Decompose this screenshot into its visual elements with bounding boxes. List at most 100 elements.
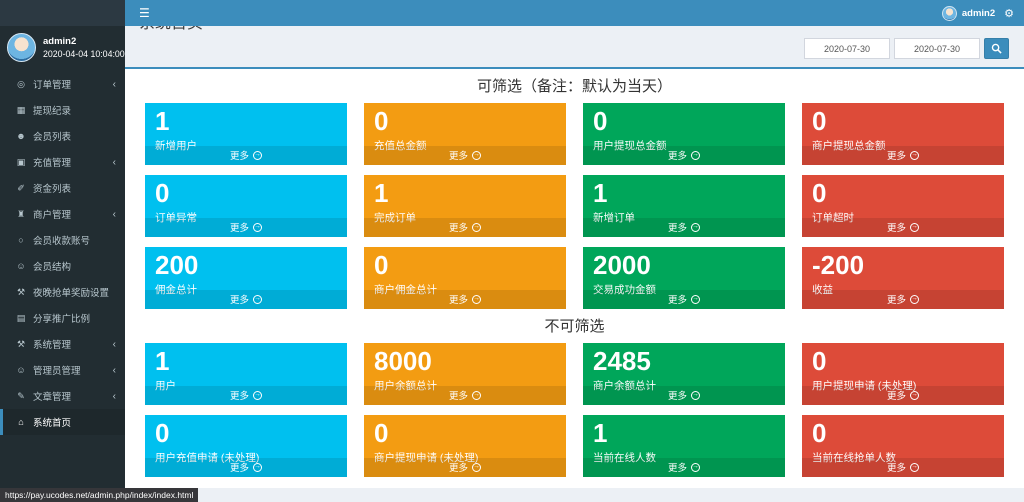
sidebar-item-label: 资金列表 xyxy=(33,184,72,195)
stat-value: -200 xyxy=(812,250,865,280)
more-link[interactable]: 更多 → xyxy=(583,146,785,165)
chevron-left-icon: ‹ xyxy=(112,78,116,90)
arrow-circle-right-icon: → xyxy=(691,150,700,160)
more-link[interactable]: 更多 → xyxy=(364,386,566,405)
stat-label: 订单超时 xyxy=(812,211,854,224)
more-link[interactable]: 更多 → xyxy=(583,218,785,237)
sidebar-item-label: 会员列表 xyxy=(33,132,72,143)
date-to-input[interactable] xyxy=(894,38,980,59)
user-panel: admin2 2020-04-04 10:04:00 xyxy=(0,26,125,71)
more-link[interactable]: 更多 → xyxy=(583,290,785,309)
arrow-circle-right-icon: → xyxy=(253,150,262,160)
more-link[interactable]: 更多 → xyxy=(145,218,347,237)
more-link[interactable]: 更多 → xyxy=(802,386,1004,405)
sidebar-menu: ◎ 订单管理 ‹ ▦ 提现纪录 ☻ 会员列表 ▣ 充值管理 ‹ ✐ 资金列表 ♜… xyxy=(0,71,125,435)
more-link[interactable]: 更多 → xyxy=(802,290,1004,309)
sidebar-item-label: 会员收款账号 xyxy=(33,236,91,247)
stat-label: 用户 xyxy=(155,379,176,392)
user-name: admin2 xyxy=(43,36,77,47)
stat-value: 0 xyxy=(155,178,170,208)
more-link[interactable]: 更多 → xyxy=(802,146,1004,165)
more-link[interactable]: 更多 → xyxy=(364,146,566,165)
sidebar-item-label: 分享推广比例 xyxy=(33,314,91,325)
stat-tile: -200 收益 更多 → xyxy=(802,247,1004,309)
date-from-input[interactable] xyxy=(804,38,890,59)
sidebar-item[interactable]: ☺ 管理员管理 ‹ xyxy=(0,357,125,383)
stat-tile: 2000 交易成功金额 更多 → xyxy=(583,247,785,309)
gears-icon[interactable]: ⚙ xyxy=(1004,7,1014,20)
sidebar-item-label: 会员结构 xyxy=(33,262,72,273)
more-link[interactable]: 更多 → xyxy=(145,290,347,309)
stat-value: 0 xyxy=(374,418,389,448)
stat-label: 当前在线抢单人数 xyxy=(812,451,896,464)
more-link[interactable]: 更多 → xyxy=(364,218,566,237)
sidebar-item-label: 订单管理 xyxy=(33,80,72,91)
sidebar-item[interactable]: ▦ 提现纪录 xyxy=(0,97,125,123)
dot-circle-icon: ◎ xyxy=(17,78,25,89)
sidebar-item-label: 商户管理 xyxy=(33,210,72,221)
sidebar-item[interactable]: ♜ 商户管理 ‹ xyxy=(0,201,125,227)
stat-value: 1 xyxy=(374,178,389,208)
arrow-circle-right-icon: → xyxy=(691,294,700,304)
hamburger-menu-icon[interactable]: ☰ xyxy=(139,6,150,20)
stat-value: 0 xyxy=(812,418,827,448)
sidebar-item[interactable]: ◎ 订单管理 ‹ xyxy=(0,71,125,97)
stat-label: 用户提现总金额 xyxy=(593,139,667,152)
stat-tile: 0 用户充值申请 (未处理) 更多 → xyxy=(145,415,347,477)
stat-value: 200 xyxy=(155,250,199,280)
sidebar-item[interactable]: ⚒ 系统管理 ‹ xyxy=(0,331,125,357)
sidebar-item-label: 系统管理 xyxy=(33,340,72,351)
arrow-circle-right-icon: → xyxy=(253,462,262,472)
sidebar-item[interactable]: ▣ 充值管理 ‹ xyxy=(0,149,125,175)
sidebar-item-label: 充值管理 xyxy=(33,158,72,169)
arrow-circle-right-icon: → xyxy=(910,294,919,304)
arrow-circle-right-icon: → xyxy=(253,294,262,304)
stat-label: 商户余额总计 xyxy=(593,379,656,392)
stat-tile: 0 订单超时 更多 → xyxy=(802,175,1004,237)
sidebar-item[interactable]: ▤ 分享推广比例 xyxy=(0,305,125,331)
user-icon: ☻ xyxy=(16,131,26,141)
stat-value: 1 xyxy=(593,418,608,448)
more-link[interactable]: 更多 → xyxy=(364,290,566,309)
more-link[interactable]: 更多 → xyxy=(145,458,347,477)
home-icon: ⌂ xyxy=(18,417,24,427)
stat-value: 0 xyxy=(812,346,827,376)
section-title: 不可筛选 xyxy=(544,318,605,335)
topbar-user-menu[interactable]: admin2 xyxy=(941,5,996,21)
share-icon: ▤ xyxy=(16,312,26,323)
sidebar-item[interactable]: ○ 会员收款账号 xyxy=(0,227,125,253)
link-icon: ✐ xyxy=(17,182,25,193)
sidebar-item-label: 管理员管理 xyxy=(33,366,81,377)
stat-value: 0 xyxy=(374,250,389,280)
sidebar-item[interactable]: ✎ 文章管理 ‹ xyxy=(0,383,125,409)
sidebar-item[interactable]: ✐ 资金列表 xyxy=(0,175,125,201)
arrow-circle-right-icon: → xyxy=(472,294,481,304)
sidebar-item[interactable]: ☻ 会员列表 xyxy=(0,123,125,149)
login-time: 2020-04-04 10:04:00 xyxy=(43,49,125,59)
topbar-username: admin2 xyxy=(961,7,996,19)
stat-label: 佣金总计 xyxy=(155,283,197,296)
more-link[interactable]: 更多 → xyxy=(802,218,1004,237)
arrow-circle-right-icon: → xyxy=(472,462,481,472)
tile-grid: 1 用户 更多 → 8000 用户余额总计 更多 → 2485 商户余额总计 更… xyxy=(125,343,1024,477)
more-link[interactable]: 更多 → xyxy=(145,146,347,165)
stat-tile: 8000 用户余额总计 更多 → xyxy=(364,343,566,405)
search-button[interactable] xyxy=(984,38,1009,59)
arrow-circle-right-icon: → xyxy=(910,150,919,160)
more-link[interactable]: 更多 → xyxy=(583,386,785,405)
stat-label: 新增用户 xyxy=(155,139,197,152)
more-link[interactable]: 更多 → xyxy=(364,458,566,477)
sidebar-item[interactable]: ☺ 会员结构 xyxy=(0,253,125,279)
sidebar-item[interactable]: ⌂ 系统首页 xyxy=(0,409,125,435)
stat-value: 0 xyxy=(374,106,389,136)
stat-label: 完成订单 xyxy=(374,211,416,224)
more-link[interactable]: 更多 → xyxy=(145,386,347,405)
more-link[interactable]: 更多 → xyxy=(802,458,1004,477)
more-link[interactable]: 更多 → xyxy=(583,458,785,477)
chevron-left-icon: ‹ xyxy=(112,208,116,220)
bank-icon: ♜ xyxy=(16,208,26,219)
stat-tile: 1 当前在线人数 更多 → xyxy=(583,415,785,477)
section-title: 可筛选（备注：默认为当天） xyxy=(476,78,672,95)
sidebar-item[interactable]: ⚒ 夜晚抢单奖励设置 xyxy=(0,279,125,305)
chevron-left-icon: ‹ xyxy=(112,390,116,402)
